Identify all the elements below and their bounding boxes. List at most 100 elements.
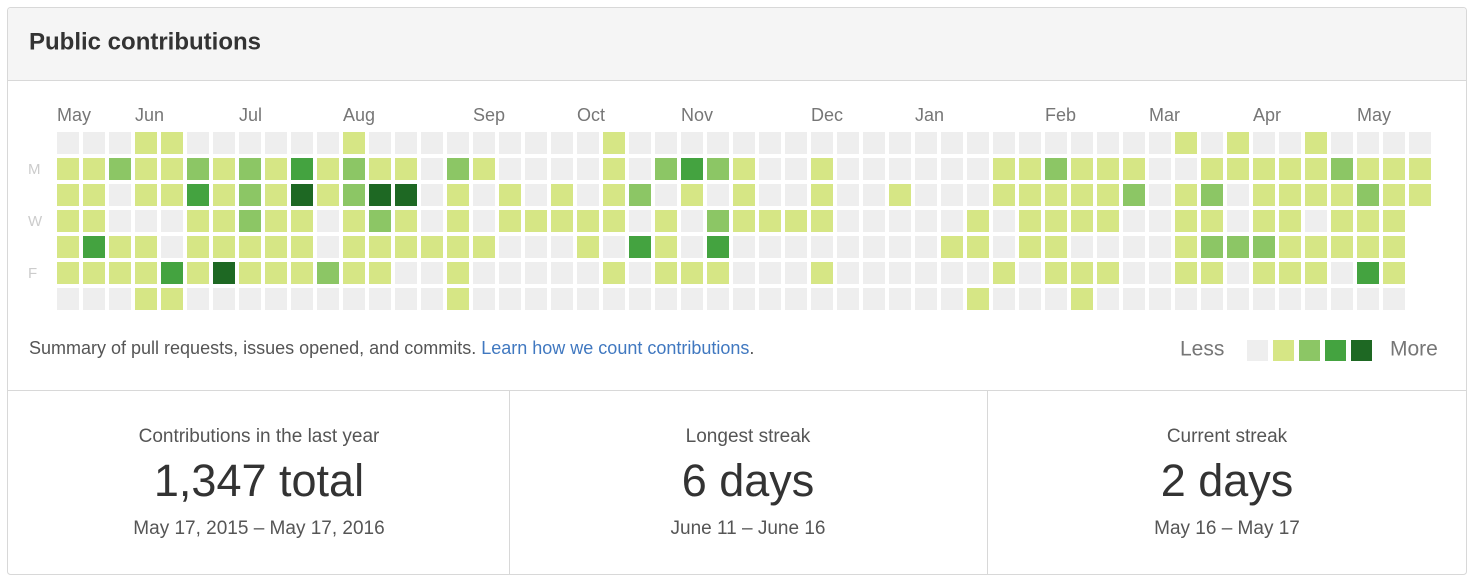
day-cell	[707, 210, 729, 232]
day-cell	[1305, 288, 1327, 310]
day-cell	[187, 288, 209, 310]
day-cell	[473, 158, 495, 180]
day-cell	[1045, 236, 1067, 258]
day-cell	[941, 288, 963, 310]
day-label: F	[28, 265, 37, 282]
day-cell	[1279, 236, 1301, 258]
day-cell	[187, 210, 209, 232]
day-cell	[317, 210, 339, 232]
day-cell	[681, 132, 703, 154]
day-cell	[1019, 184, 1041, 206]
day-cell	[1175, 236, 1197, 258]
day-cell	[629, 184, 651, 206]
day-cell	[1383, 210, 1405, 232]
day-cell	[837, 210, 859, 232]
day-cell	[1227, 184, 1249, 206]
day-cell	[863, 288, 885, 310]
day-cell	[525, 236, 547, 258]
day-cell	[109, 288, 131, 310]
day-cell	[291, 210, 313, 232]
stat-label: Longest streak	[686, 426, 811, 447]
day-cell	[941, 132, 963, 154]
day-cell	[499, 210, 521, 232]
day-cell	[1201, 210, 1223, 232]
day-cell	[629, 158, 651, 180]
day-cell	[421, 158, 443, 180]
day-cell	[291, 288, 313, 310]
day-cell	[57, 158, 79, 180]
day-cell	[1357, 132, 1379, 154]
panel-header	[8, 8, 1466, 80]
day-cell	[551, 210, 573, 232]
day-cell	[83, 236, 105, 258]
day-cell	[239, 158, 261, 180]
day-cell	[395, 288, 417, 310]
day-cell	[941, 158, 963, 180]
day-cell	[863, 158, 885, 180]
day-cell	[83, 262, 105, 284]
day-cell	[993, 132, 1015, 154]
day-cell	[135, 210, 157, 232]
day-cell	[681, 210, 703, 232]
day-cell	[707, 158, 729, 180]
day-cell	[1279, 184, 1301, 206]
day-cell	[1149, 210, 1171, 232]
day-cell	[369, 210, 391, 232]
day-cell	[1175, 132, 1197, 154]
day-cell	[941, 210, 963, 232]
day-cell	[265, 132, 287, 154]
day-cell	[967, 132, 989, 154]
day-cell	[1071, 158, 1093, 180]
stat-label: Contributions in the last year	[139, 426, 380, 447]
day-cell	[733, 132, 755, 154]
day-cell	[1097, 262, 1119, 284]
day-cell	[1149, 236, 1171, 258]
day-cell	[1201, 288, 1223, 310]
day-cell	[1305, 236, 1327, 258]
day-cell	[1071, 184, 1093, 206]
day-cell	[837, 158, 859, 180]
day-cell	[135, 236, 157, 258]
day-cell	[889, 262, 911, 284]
day-cell	[889, 132, 911, 154]
day-cell	[785, 132, 807, 154]
day-cell	[1045, 210, 1067, 232]
day-cell	[1097, 236, 1119, 258]
day-cell	[1201, 262, 1223, 284]
day-cell	[161, 236, 183, 258]
day-cell	[941, 262, 963, 284]
day-cell	[1305, 210, 1327, 232]
day-cell	[993, 158, 1015, 180]
day-cell	[1175, 288, 1197, 310]
day-cell	[161, 210, 183, 232]
day-cell	[239, 210, 261, 232]
day-cell	[1201, 236, 1223, 258]
day-label: M	[28, 161, 41, 178]
day-cell	[1201, 132, 1223, 154]
day-cell	[551, 288, 573, 310]
day-cell	[863, 210, 885, 232]
legend-less: Less	[1180, 338, 1224, 361]
day-cell	[551, 158, 573, 180]
day-cell	[343, 288, 365, 310]
day-cell	[213, 132, 235, 154]
day-cell	[395, 210, 417, 232]
day-cell	[57, 236, 79, 258]
day-cell	[1019, 132, 1041, 154]
day-cell	[629, 132, 651, 154]
day-cell	[785, 262, 807, 284]
day-cell	[733, 236, 755, 258]
day-cell	[707, 288, 729, 310]
day-cell	[1331, 132, 1353, 154]
day-cell	[551, 132, 573, 154]
day-cell	[109, 236, 131, 258]
learn-link[interactable]: Learn how we count contributions	[481, 338, 749, 358]
day-cell	[525, 288, 547, 310]
day-cell	[759, 184, 781, 206]
day-cell	[655, 184, 677, 206]
day-cell	[473, 262, 495, 284]
day-cell	[213, 288, 235, 310]
day-cell	[655, 262, 677, 284]
day-cell	[369, 236, 391, 258]
